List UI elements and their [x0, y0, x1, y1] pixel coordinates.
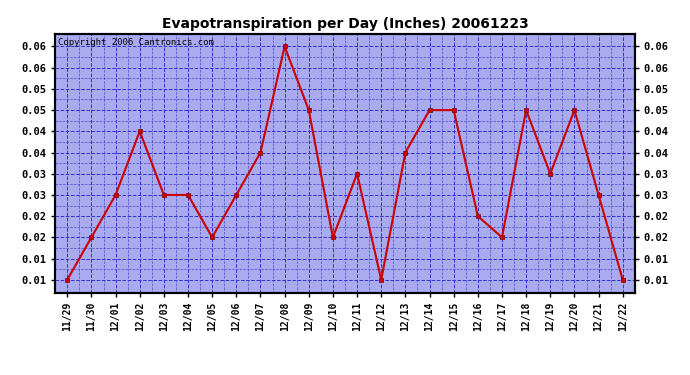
Title: Evapotranspiration per Day (Inches) 20061223: Evapotranspiration per Day (Inches) 2006… — [161, 17, 529, 31]
Text: Copyright 2006 Cantronics.com: Copyright 2006 Cantronics.com — [58, 38, 214, 46]
